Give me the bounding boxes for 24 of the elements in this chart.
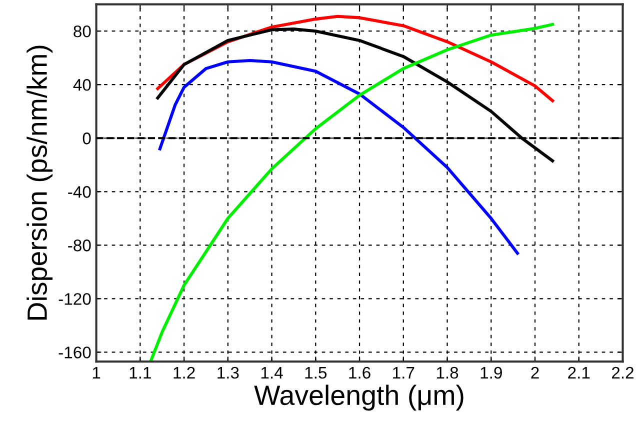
x-tick-label: 1.7 bbox=[393, 367, 414, 378]
x-tick-label: 1.1 bbox=[130, 367, 151, 378]
y-tick-label: -40 bbox=[68, 186, 91, 198]
y-tick-label: 0 bbox=[82, 132, 91, 144]
x-tick-label: 1.9 bbox=[480, 366, 502, 379]
y-tick-label: 80 bbox=[74, 25, 91, 38]
x-axis-title: Wavelength (μm) bbox=[254, 384, 464, 411]
x-tick-label: 1.4 bbox=[261, 367, 283, 378]
x-tick-label: 1.6 bbox=[349, 366, 370, 379]
y-tick-label: 40 bbox=[73, 79, 91, 91]
x-tick-label: 2.1 bbox=[568, 366, 590, 378]
line-series bbox=[158, 58, 519, 255]
x-tick-label: 1.5 bbox=[305, 367, 327, 379]
y-tick-label: -80 bbox=[68, 240, 91, 252]
y-tick-label: -160 bbox=[58, 346, 91, 358]
x-tick-label: 1 bbox=[92, 367, 100, 378]
x-tick-label: 2.2 bbox=[612, 366, 634, 378]
y-axis-title: Dispersion (ps/nm/km) bbox=[26, 46, 53, 320]
y-tick-label: -120 bbox=[58, 293, 91, 305]
x-tick-label: 2 bbox=[531, 366, 539, 378]
x-tick-label: 1.3 bbox=[218, 366, 239, 379]
x-tick-label: 1.2 bbox=[174, 366, 195, 378]
x-tick-label: 1.8 bbox=[436, 366, 458, 379]
line-series bbox=[150, 22, 554, 362]
